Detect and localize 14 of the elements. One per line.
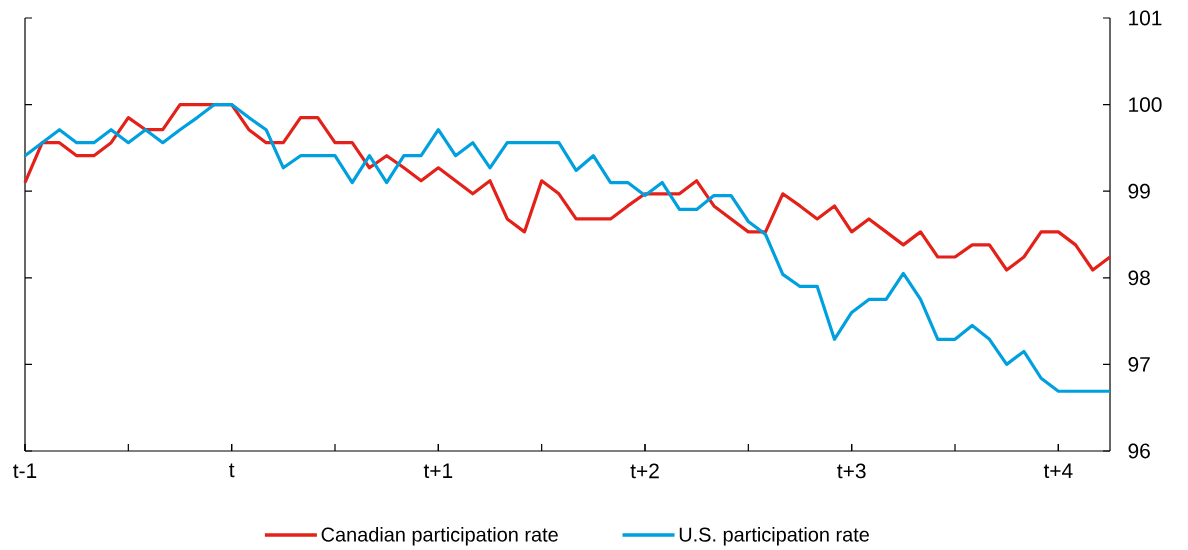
x-tick-label: t+4 <box>1043 463 1073 479</box>
legend-label: U.S. participation rate <box>679 527 869 546</box>
x-tick-label: t-1 <box>13 463 37 479</box>
y-tick-label: 100 <box>1129 97 1162 112</box>
x-tick-label: t <box>229 463 235 478</box>
y-tick-label: 97 <box>1128 356 1150 372</box>
y-tick-label: 99 <box>1128 183 1150 199</box>
y-tick-label: 101 <box>1129 10 1162 26</box>
legend-label: Canadian participation rate <box>321 527 558 546</box>
y-tick-label: 98 <box>1128 270 1150 286</box>
x-tick-label: t+3 <box>837 463 866 479</box>
x-tick-label: t+1 <box>423 463 453 479</box>
y-tick-label: 96 <box>1128 443 1150 459</box>
x-tick-label: t+2 <box>630 463 659 479</box>
